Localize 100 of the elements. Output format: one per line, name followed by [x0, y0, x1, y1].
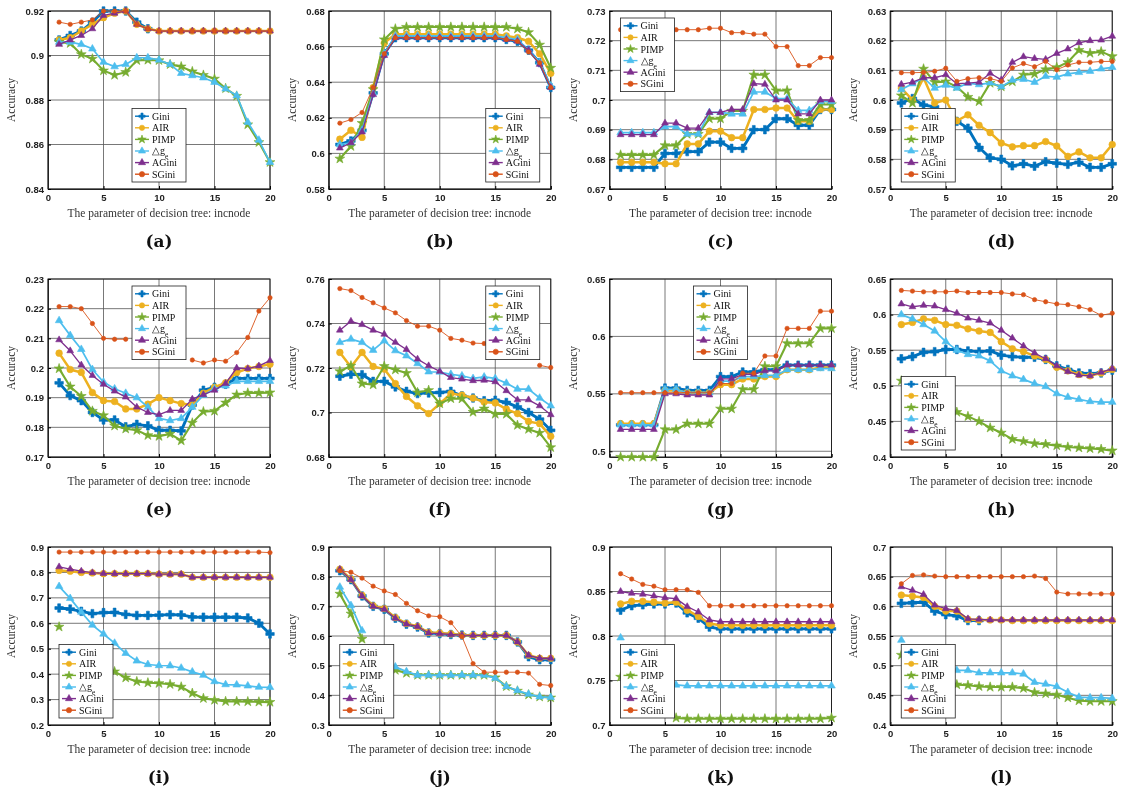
x-tick-label: 15	[771, 727, 783, 739]
text: (g)	[706, 499, 735, 519]
x-tick-label: 10	[715, 727, 727, 739]
text: (k)	[706, 767, 735, 787]
x-tick-label: 10	[996, 727, 1008, 739]
y-tick-label: 0.75	[587, 675, 607, 687]
text: (b)	[425, 231, 454, 251]
y-tick-label: 0.6	[873, 309, 887, 321]
y-tick-label: 0.4	[311, 689, 326, 701]
y-tick-label: 0.86	[25, 139, 44, 151]
x-tick-label: 10	[154, 727, 165, 739]
y-tick-label: 0.7	[30, 592, 44, 604]
x-tick-label: 10	[154, 459, 165, 471]
legend-label: Gini	[79, 646, 97, 658]
text: (i)	[147, 767, 171, 787]
y-tick-label: 0.2	[30, 362, 44, 374]
y-tick-label: 0.45	[867, 415, 887, 427]
y-axis-title: Accuracy	[566, 613, 580, 659]
x-tick-label: 15	[771, 191, 783, 203]
legend-label: PIMP	[640, 669, 665, 681]
x-axis-title: The parameter of decision tree: incnode	[67, 743, 251, 756]
legend-label: PIMP	[713, 311, 738, 323]
x-tick-label: 20	[826, 459, 838, 471]
y-tick-label: 0.69	[587, 124, 606, 136]
legend-label: SGini	[640, 78, 665, 90]
legend-label: SGini	[640, 704, 665, 716]
y-tick-label: 0.22	[25, 303, 44, 315]
y-tick-label: 0.3	[30, 694, 44, 706]
legend-label: SGini	[79, 704, 103, 716]
y-tick-label: 0.58	[867, 153, 887, 165]
y-tick-label: 0.5	[311, 660, 326, 672]
y-tick-label: 0.8	[30, 566, 44, 578]
legend-label: AIR	[640, 658, 659, 670]
legend-label: PIMP	[359, 669, 384, 681]
y-tick-label: 0.5	[873, 660, 887, 672]
x-tick-label: 20	[1107, 459, 1119, 471]
y-tick-label: 0.55	[867, 344, 887, 356]
x-tick-label: 20	[826, 727, 838, 739]
legend-label: SGini	[152, 168, 176, 180]
x-tick-label: 15	[209, 191, 221, 203]
x-tick-label: 20	[545, 459, 557, 471]
x-axis-title: The parameter of decision tree: incnode	[629, 475, 812, 488]
y-tick-label: 0.61	[867, 64, 887, 76]
x-tick-label: 20	[265, 191, 276, 203]
x-tick-label: 5	[101, 459, 108, 471]
y-tick-label: 0.64	[306, 76, 326, 88]
x-tick-label: 10	[715, 191, 727, 203]
y-tick-label: 0.55	[587, 388, 607, 400]
legend-label: Gini	[152, 110, 170, 122]
y-tick-label: 0.7	[592, 719, 606, 731]
text: (j)	[428, 767, 451, 787]
y-tick-label: 0.7	[311, 600, 325, 612]
y-tick-label: 0.9	[30, 541, 44, 553]
y-tick-label: 0.63	[867, 5, 887, 17]
x-tick-label: 10	[434, 459, 446, 471]
x-tick-label: 5	[662, 191, 669, 203]
y-tick-label: 0.57	[867, 183, 887, 195]
x-tick-label: 0	[326, 191, 332, 203]
x-tick-label: 20	[826, 191, 838, 203]
y-axis-title: Accuracy	[847, 77, 861, 123]
y-tick-label: 0.6	[311, 630, 325, 642]
x-tick-label: 5	[382, 191, 389, 203]
legend-label: Gini	[921, 646, 940, 658]
y-tick-label: 0.18	[25, 421, 44, 433]
y-axis-title: Accuracy	[285, 345, 299, 391]
y-tick-label: 0.5	[873, 380, 887, 392]
text: (f)	[428, 499, 452, 519]
x-tick-label: 0	[45, 727, 52, 739]
y-tick-label: 0.66	[306, 41, 325, 53]
x-tick-label: 15	[490, 191, 502, 203]
y-tick-label: 0.62	[306, 112, 325, 124]
legend-label: PIMP	[79, 669, 103, 681]
x-tick-label: 0	[888, 727, 894, 739]
legend-label: Gini	[713, 288, 732, 300]
y-tick-label: 0.62	[867, 35, 887, 47]
y-tick-label: 0.76	[306, 273, 325, 285]
y-axis-title: Accuracy	[5, 613, 18, 659]
y-tick-label: 0.4	[873, 451, 887, 463]
legend-label: AIR	[640, 31, 659, 43]
legend-label: SGini	[713, 346, 738, 358]
y-tick-label: 0.6	[30, 617, 44, 629]
x-tick-label: 5	[382, 459, 389, 471]
x-tick-label: 15	[771, 459, 783, 471]
x-tick-label: 0	[326, 727, 332, 739]
x-axis-title: The parameter of decision tree: incnode	[629, 207, 812, 220]
x-tick-label: 5	[382, 727, 389, 739]
legend-label: PIMP	[505, 311, 530, 323]
x-tick-label: 5	[662, 459, 669, 471]
y-tick-label: 0.9	[30, 50, 44, 62]
y-tick-label: 0.68	[306, 451, 325, 463]
x-tick-label: 15	[1051, 727, 1064, 739]
x-tick-label: 0	[45, 459, 52, 471]
legend-label: AIR	[505, 299, 524, 311]
legend-label: SGini	[505, 168, 530, 180]
x-tick-label: 10	[434, 191, 446, 203]
text: (c)	[707, 231, 734, 251]
x-tick-label: 15	[209, 459, 221, 471]
legend-label: AIR	[152, 122, 170, 134]
y-tick-label: 0.21	[25, 332, 45, 344]
y-tick-label: 0.68	[587, 153, 606, 165]
